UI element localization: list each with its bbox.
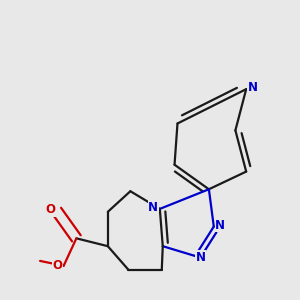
Text: N: N [195,251,206,264]
Text: N: N [248,81,258,94]
Text: N: N [215,219,225,232]
Text: N: N [148,201,158,214]
Text: O: O [53,259,63,272]
Text: O: O [45,203,55,216]
